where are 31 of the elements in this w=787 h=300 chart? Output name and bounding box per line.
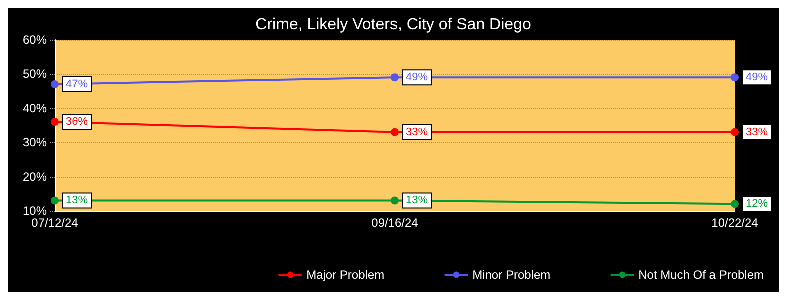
data-label: 49% — [746, 72, 768, 84]
point — [51, 196, 59, 205]
legend-label: Minor Problem — [472, 268, 551, 282]
point — [731, 128, 739, 136]
point — [731, 200, 739, 208]
data-label: 13% — [66, 194, 88, 207]
y-tick-label: 40% — [22, 101, 48, 116]
point — [391, 128, 399, 136]
data-label: 49% — [406, 72, 428, 84]
data-label: 33% — [406, 126, 428, 138]
y-tick-label: 10% — [22, 204, 48, 218]
y-tick-label: 60% — [22, 33, 48, 47]
y-tick-label: 50% — [22, 67, 48, 82]
data-label: 13% — [406, 194, 428, 207]
point — [731, 74, 739, 82]
data-label: 33% — [746, 126, 768, 138]
x-tick-label: 09/16/24 — [372, 216, 419, 230]
data-label: 12% — [746, 198, 768, 210]
x-tick-label: 07/12/24 — [32, 216, 79, 230]
y-tick-label: 30% — [22, 136, 48, 150]
point — [51, 80, 59, 88]
data-label: 36% — [66, 116, 88, 128]
data-label: 47% — [66, 78, 88, 90]
x-tick-label: 10/22/24 — [712, 216, 759, 230]
legend-label: Not Much Of a Problem — [638, 268, 764, 282]
point — [391, 196, 399, 205]
y-tick-label: 20% — [22, 170, 48, 184]
legend-label: Major Problem — [306, 268, 385, 282]
point — [391, 74, 399, 82]
chart-title: Crime, Likely Voters, City of San Diego — [256, 16, 532, 34]
point — [51, 118, 59, 126]
